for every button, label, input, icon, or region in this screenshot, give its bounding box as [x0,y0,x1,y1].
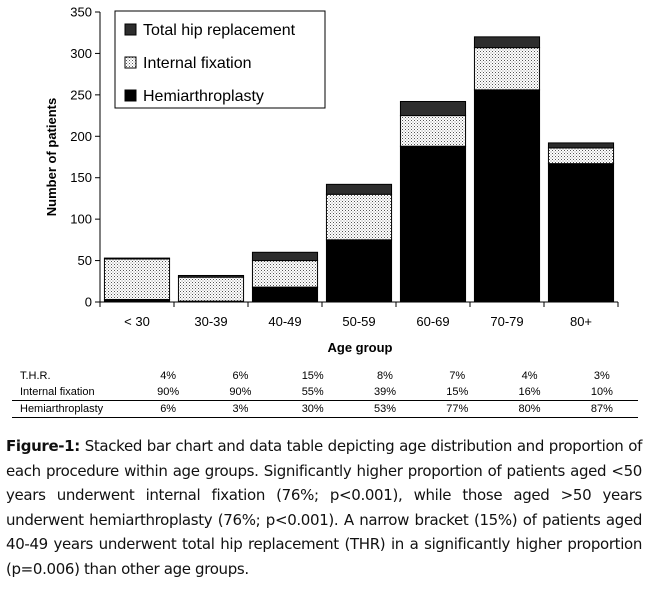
table-row: Internal fixation 90% 90% 55% 39% 15% 16% 10% [12,384,638,401]
table-cell: 77% [421,400,494,418]
y-tick-label: 200 [70,129,92,144]
table-cell: 6% [232,370,249,382]
legend-swatch-internal-fixation [124,56,137,69]
legend-box [114,10,326,109]
table-cell: 30% [276,400,349,418]
x-tick-label: 80+ [570,314,592,329]
bar-hemiarthroplasty-3 [325,239,393,303]
x-tick-label: 40-49 [268,314,301,329]
y-tick-label: 300 [70,46,92,61]
bar-total-hip-replacement-6 [547,142,615,149]
bar-internal-fixation-4 [399,115,467,147]
row-label: Internal fixation [12,384,132,401]
y-axis-title: Number of patients [44,98,59,216]
bars-layer [103,36,615,303]
bar-internal-fixation-1 [177,276,245,302]
table-cell: 90% [132,384,205,401]
table-cell: 53% [348,400,422,418]
bar-hemiarthroplasty-2 [251,286,319,303]
bar-internal-fixation-5 [473,47,541,91]
x-tick-label: 60-69 [416,314,449,329]
y-ticks: 0 50 100 150 200 250 300 350 [70,5,100,310]
bar-internal-fixation-2 [251,260,319,288]
y-tick-label: 250 [70,87,92,102]
table-cell: 6% [132,400,205,418]
legend-label-hemiarthroplasty: Hemiarthroplasty [143,88,264,105]
legend-label-total-hip-replacement: Total hip replacement [143,22,296,39]
table-cell: 80% [493,400,566,418]
x-tick-label: < 30 [124,314,150,329]
table-cell: 87% [565,400,638,418]
row-label: T.H.R. [20,370,51,382]
table-cell: 4% [160,370,177,382]
bar-internal-fixation-0 [103,258,171,301]
legend-swatch-total-hip-replacement [124,23,137,36]
figure-caption: Figure-1: Stacked bar chart and data tab… [6,434,642,581]
bar-total-hip-replacement-4 [399,100,467,117]
legend: Total hip replacement Internal fixation He… [114,10,326,109]
x-tick-label: 50-59 [342,314,375,329]
legend-label-internal-fixation: Internal fixation [143,55,252,72]
bar-internal-fixation-3 [325,193,393,241]
data-table: T.H.R. 4% 6% 15% 8% 7% 4% 3% Internal fixation 90… [12,368,638,418]
table-cell: 90% [204,384,277,401]
table-cell: 4% [521,370,538,382]
x-tick-label: 30-39 [194,314,227,329]
bar-total-hip-replacement-2 [251,251,319,262]
x-tick-label: 70-79 [490,314,523,329]
y-tick-label: 0 [85,295,92,310]
table-cell: 16% [493,384,566,401]
table-cell: 55% [276,384,349,401]
y-tick-label: 150 [70,170,92,185]
table-cell: 3% [204,400,277,418]
bar-internal-fixation-6 [547,147,615,165]
legend-swatch-hemiarthroplasty [124,89,137,102]
bar-hemiarthroplasty-4 [399,145,467,303]
y-tick-label: 50 [78,253,92,268]
table-cell: 39% [348,384,422,401]
caption-text: Stacked bar chart and data table depicti… [6,437,642,578]
bar-hemiarthroplasty-6 [547,163,615,303]
table-cell: 8% [377,370,393,382]
bar-total-hip-replacement-3 [325,183,393,195]
table-row: T.H.R. 4% 6% 15% 8% 7% 4% 3% [12,368,638,384]
bar-total-hip-replacement-0 [103,257,171,260]
table-cell: 7% [449,370,466,382]
legend-items: Total hip replacement Internal fixation He… [124,22,296,105]
table-cell: 3% [593,370,610,382]
caption-label: Figure-1: [6,437,80,455]
x-axis-title: Age group [328,340,393,355]
bar-total-hip-replacement-5 [473,36,541,49]
bar-total-hip-replacement-1 [177,274,245,278]
bar-hemiarthroplasty-5 [473,89,541,303]
stacked-bar-chart: 0 50 100 150 200 250 300 350 < 30 30-39 40-49 50-5… [44,5,619,355]
table-cell: 15% [301,370,324,382]
table-cell: 15% [421,384,494,401]
table-row: Hemiarthroplasty 6% 3% 30% 53% 77% 80% 87% [12,400,638,418]
row-label: Hemiarthroplasty [12,400,132,418]
table-cell: 10% [565,384,638,401]
y-tick-label: 350 [70,5,92,20]
y-tick-label: 100 [70,212,92,227]
x-ticks: < 30 30-39 40-49 50-59 60-69 70-79 80+ [99,302,619,329]
